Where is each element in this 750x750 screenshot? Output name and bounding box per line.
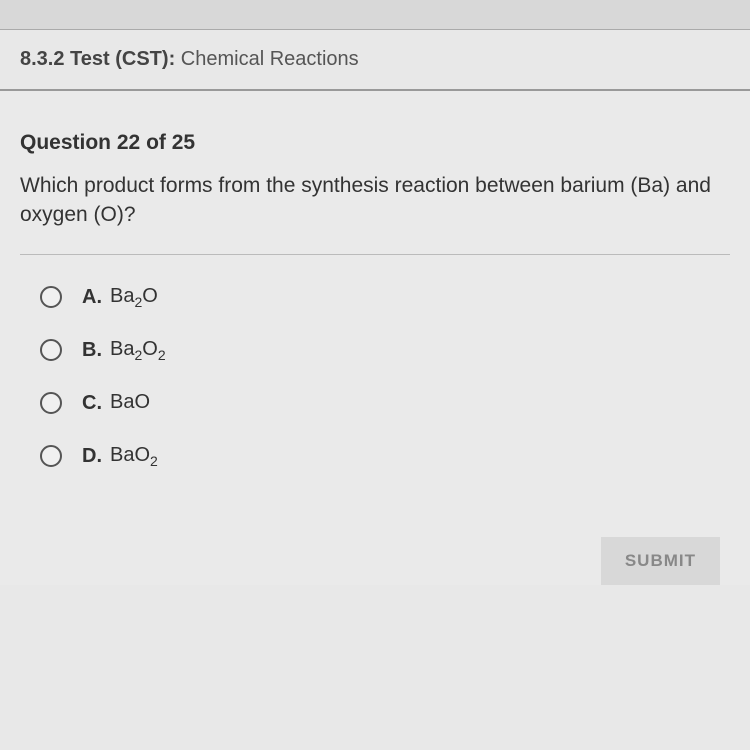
question-content: Question 22 of 25 Which product forms fr…	[0, 91, 750, 585]
divider	[20, 254, 730, 255]
option-b[interactable]: B. Ba2O2	[40, 338, 730, 363]
header-subject: Chemical Reactions	[181, 48, 359, 70]
counter-separator: of	[146, 131, 166, 154]
test-header: 8.3.2 Test (CST): Chemical Reactions	[0, 30, 750, 91]
radio-a[interactable]	[40, 286, 62, 308]
counter-current: 22	[117, 131, 140, 154]
section-number: 8.3.2	[20, 48, 64, 70]
option-letter: B.	[82, 339, 102, 362]
counter-prefix: Question	[20, 131, 111, 154]
option-formula: Ba2O	[110, 285, 158, 310]
formula-base2: O	[142, 285, 158, 307]
option-formula: BaO2	[110, 444, 158, 469]
submit-button[interactable]: SUBMIT	[601, 537, 720, 585]
formula-base2: O	[134, 444, 150, 466]
option-letter: C.	[82, 392, 102, 415]
formula-base1: Ba	[110, 391, 134, 413]
test-header-text: 8.3.2 Test (CST): Chemical Reactions	[20, 48, 730, 71]
header-label: Test (CST):	[70, 48, 175, 70]
formula-sub2: 2	[158, 347, 166, 363]
radio-c[interactable]	[40, 392, 62, 414]
formula-base2: O	[134, 391, 150, 413]
formula-base2: O	[142, 338, 158, 360]
option-formula: Ba2O2	[110, 338, 166, 363]
question-text: Which product forms from the synthesis r…	[20, 171, 730, 230]
option-c[interactable]: C. BaO	[40, 391, 730, 416]
options-list: A. Ba2O B. Ba2O2 C. BaO D. BaO2	[20, 285, 730, 469]
formula-sub2: 2	[150, 453, 158, 469]
question-counter: Question 22 of 25	[20, 131, 730, 155]
top-gap	[0, 0, 750, 30]
option-letter: A.	[82, 286, 102, 309]
formula-base1: Ba	[110, 338, 134, 360]
option-a[interactable]: A. Ba2O	[40, 285, 730, 310]
radio-b[interactable]	[40, 339, 62, 361]
counter-total: 25	[172, 131, 195, 154]
formula-base1: Ba	[110, 285, 134, 307]
option-formula: BaO	[110, 391, 150, 416]
option-d[interactable]: D. BaO2	[40, 444, 730, 469]
radio-d[interactable]	[40, 445, 62, 467]
formula-base1: Ba	[110, 444, 134, 466]
option-letter: D.	[82, 445, 102, 468]
submit-region: SUBMIT	[20, 497, 730, 585]
